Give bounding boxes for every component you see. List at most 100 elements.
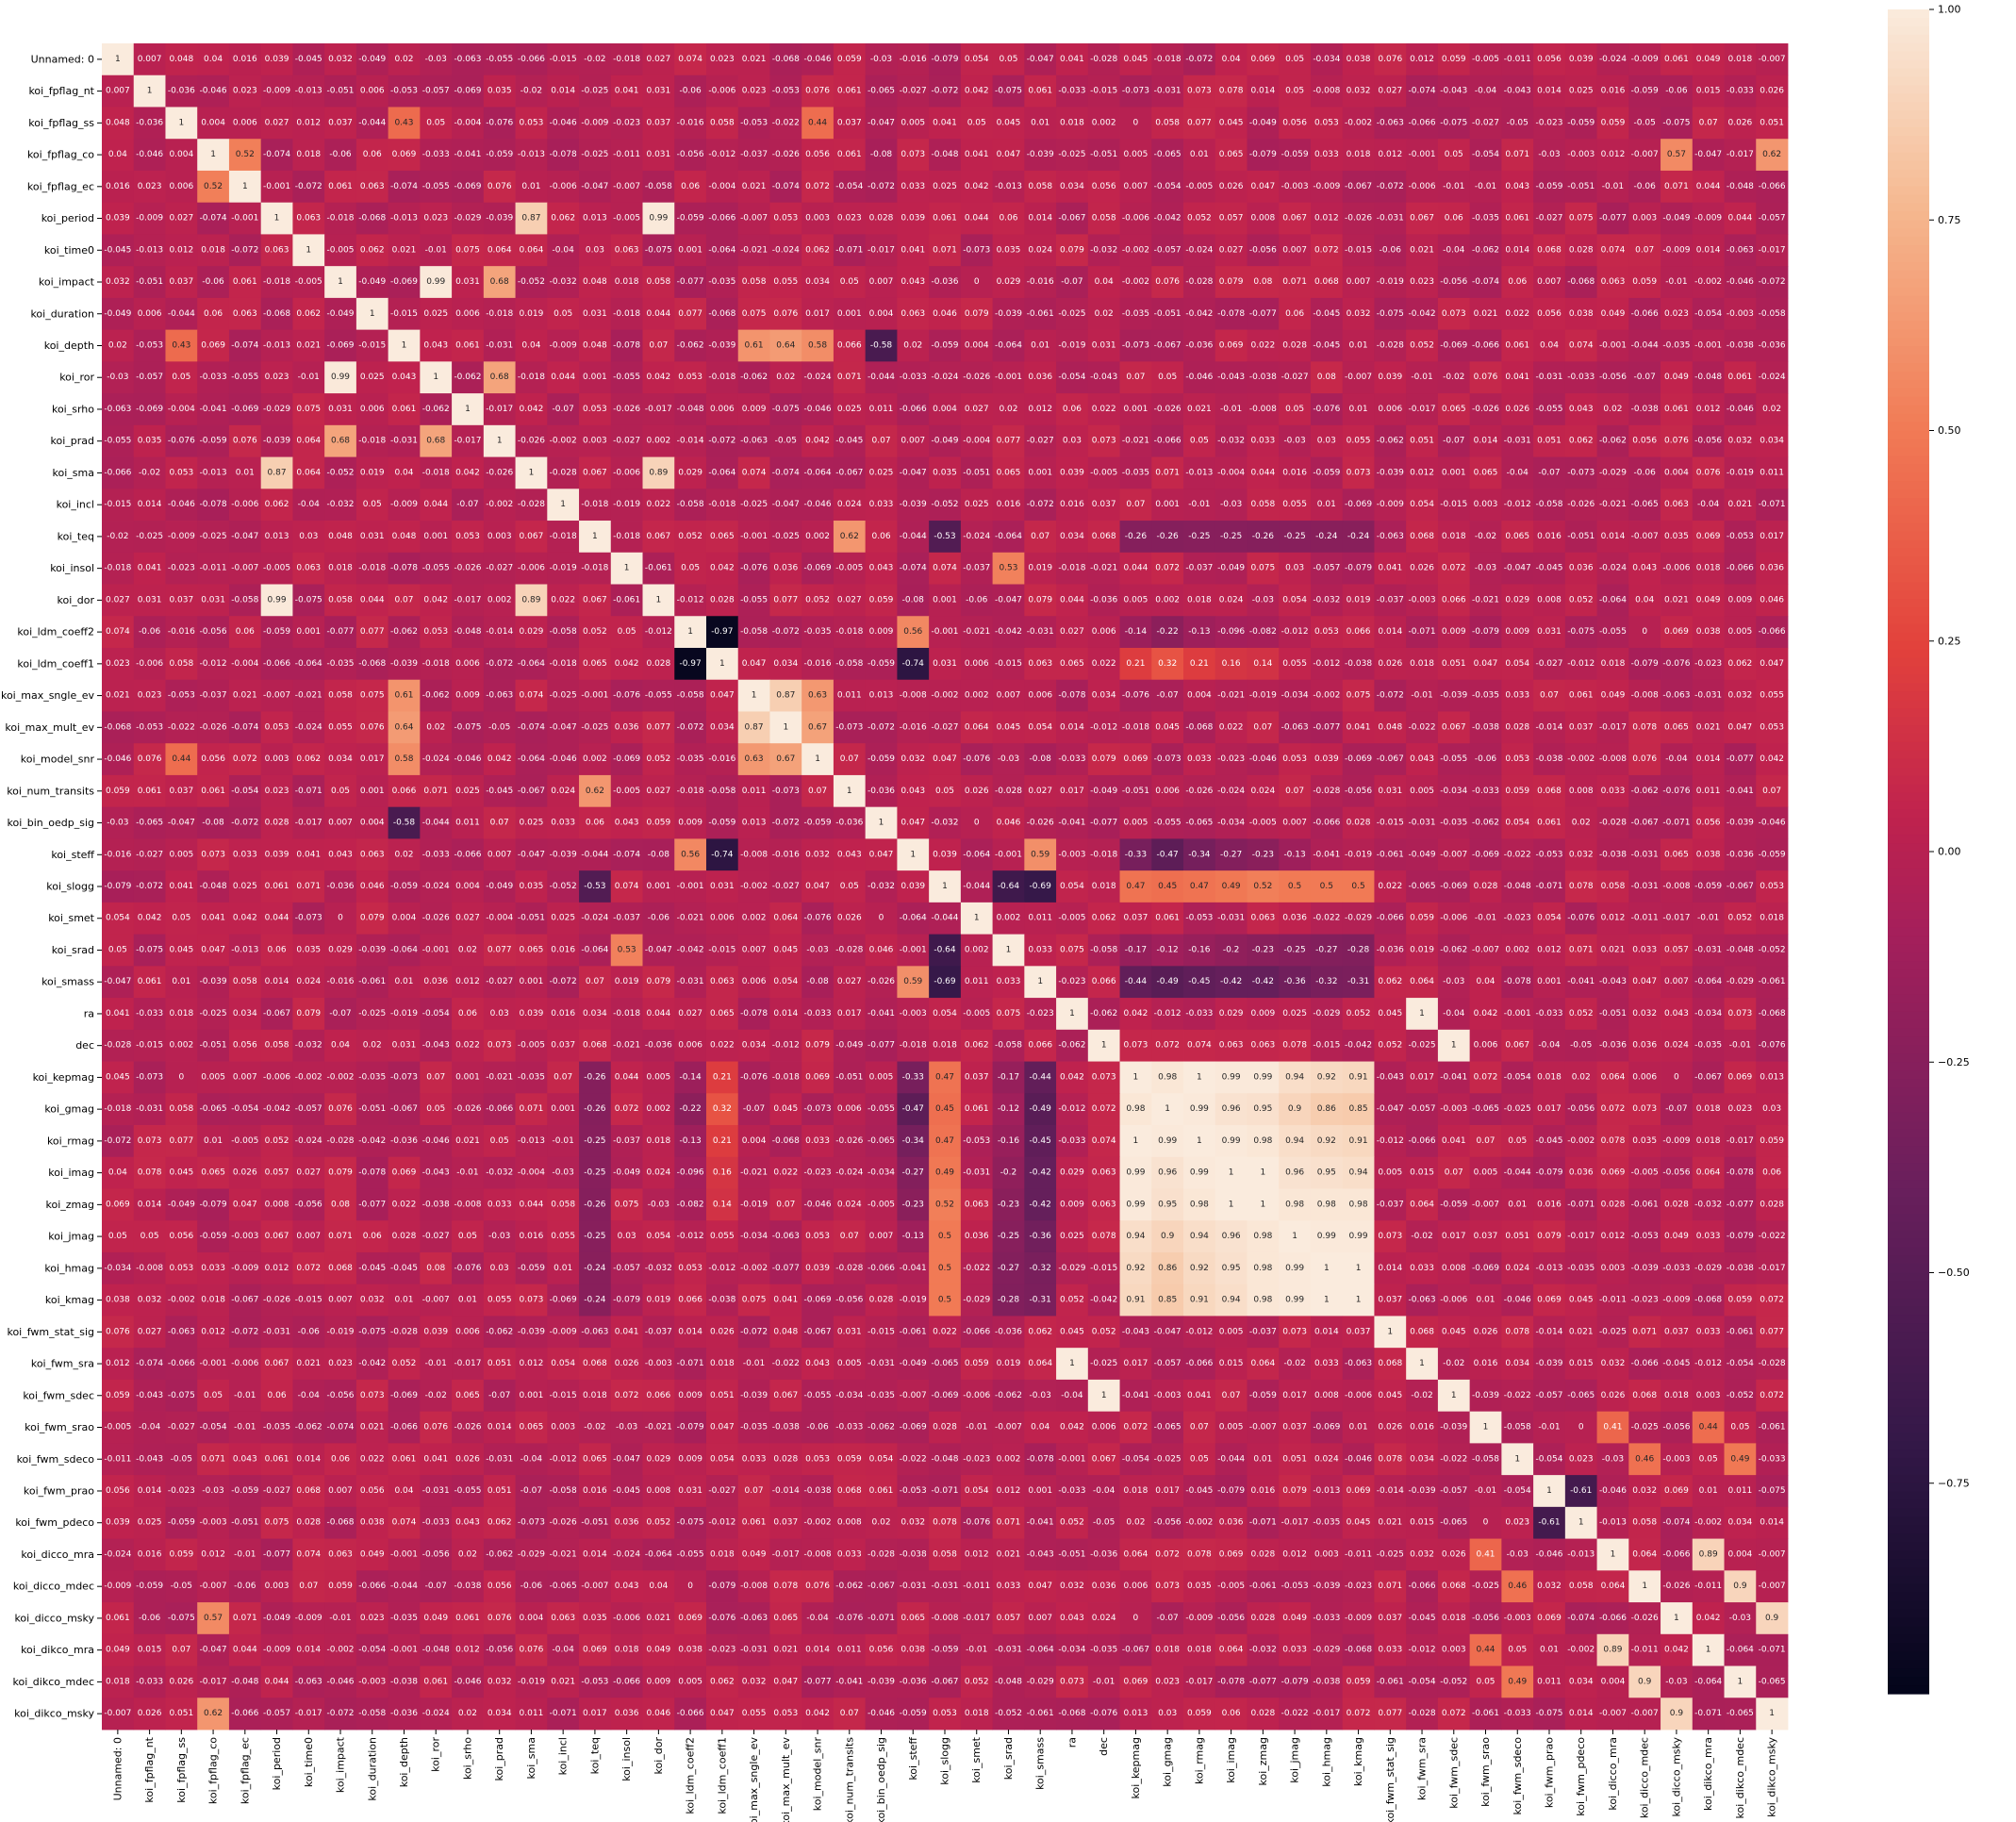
cell-value-label: -0.072 [231,245,258,255]
cell-value-label: -0.066 [1472,340,1499,350]
cell-value-label: 0.92 [1317,1136,1336,1146]
cell-value-label: 0.062 [551,214,575,224]
cell-value-label: 0.92 [1190,1264,1209,1273]
cell-value-label: 0.62 [1762,150,1781,159]
cell-value-label: 0.006 [678,1041,702,1051]
cell-value-label: 0.05 [426,1104,445,1114]
cell-value-label: 1 [687,627,693,637]
heatmap-cell [1342,170,1375,204]
cell-value-label: 1 [1006,945,1012,954]
cell-value-label: 0.012 [1378,150,1402,159]
cell-value-label: -0.074 [231,340,258,350]
cell-value-label: -0.018 [835,627,863,637]
cell-value-label: -0.037 [740,150,768,159]
cell-value-label: 0.067 [1442,722,1466,732]
cell-value-label: -0.013 [136,245,163,255]
cell-value-label: 0.001 [1124,405,1148,414]
cell-value-label: -0.001 [1409,150,1436,159]
cell-value-label: -0.012 [708,150,735,159]
cell-value-label: 1 [1260,1168,1265,1178]
cell-value-label: -0.32 [1030,1264,1051,1273]
cell-value-label: -0.042 [263,1104,290,1114]
heatmap-cell [1183,107,1216,140]
cell-value-label: -0.008 [1631,691,1659,701]
cell-value-label: -0.041 [1567,977,1595,986]
cell-value-label: 0.027 [1219,245,1244,255]
cell-value-label: 0.016 [233,55,257,64]
heatmap-cell [610,139,643,172]
cell-value-label: -0.063 [581,1327,608,1336]
cell-value-label: 0.056 [233,1041,257,1051]
cell-value-label: -0.025 [1058,150,1085,159]
cell-value-label: -0.002 [550,437,577,446]
cell-value-label: -0.04 [1507,468,1529,477]
cell-value-label: -0.007 [1345,373,1372,382]
cell-value-label: -0.071 [1567,1200,1595,1209]
heatmap-cell [833,107,867,140]
cell-value-label: -0.046 [136,150,163,159]
cell-value-label: -0.068 [1567,277,1595,287]
cell-value-label: 0.075 [742,309,767,319]
cell-value-label: -0.003 [1058,850,1085,859]
cell-value-label: -0.009 [168,532,195,541]
cell-value-label: -0.046 [104,754,131,764]
cell-value-label: 0.94 [1126,1232,1145,1241]
heatmap-cell [1628,139,1661,172]
cell-value-label: -0.082 [677,1200,704,1209]
cell-value-label: 0.048 [328,532,353,541]
cell-value-label: 0.052 [1092,1327,1116,1336]
cell-value-label: -0.026 [963,373,990,382]
cell-value-label: -0.28 [998,1296,1020,1305]
cell-value-label: 0.32 [1158,659,1177,669]
cell-value-label: -0.079 [1472,627,1499,637]
cell-value-label: 0.077 [1760,1327,1784,1336]
cell-value-label: -0.059 [200,437,227,446]
cell-value-label: -0.067 [835,468,863,477]
cell-value-label: -0.13 [1283,850,1305,859]
cell-value-label: -0.074 [772,468,800,477]
cell-value-label: 0.038 [1347,55,1371,64]
cell-value-label: -0.007 [1440,850,1467,859]
cell-value-label: -0.021 [486,1072,513,1082]
cell-value-label: -0.013 [518,1136,545,1146]
cell-value-label: 0.018 [1696,564,1721,573]
cell-value-label: 0.042 [138,914,162,923]
cell-value-label: -0.005 [963,1009,990,1019]
cell-value-label: -0.017 [1567,1232,1595,1241]
cell-value-label: -0.001 [900,945,927,954]
cell-value-label: 0.052 [1728,914,1753,923]
cell-value-label: 0.029 [1060,1168,1084,1178]
heatmap-cell [1183,43,1216,76]
cell-value-label: 0.047 [233,1200,257,1209]
cell-value-label: -0.044 [868,373,895,382]
cell-value-label: 0.053 [455,532,480,541]
cell-value-label: -0.071 [1662,819,1690,828]
cell-value-label: -0.059 [1535,182,1562,191]
cell-value-label: -0.36 [1030,1232,1052,1241]
cell-value-label: 1 [592,532,598,541]
cell-value-label: 0.075 [1250,564,1275,573]
cell-value-label: -0.01 [1443,182,1464,191]
cell-value-label: -0.021 [1599,500,1627,509]
cell-value-label: -0.055 [645,691,672,701]
cell-value-label: 0.049 [1696,55,1721,64]
heatmap-cell [102,202,135,235]
cell-value-label: 0.025 [233,882,257,891]
cell-value-label: 0.041 [1442,1136,1466,1146]
cell-value-label: -0.053 [963,1136,990,1146]
cell-value-label: -0.077 [677,277,704,287]
cell-value-label: 0.056 [1282,118,1307,127]
cell-value-label: -0.059 [1694,882,1722,891]
cell-value-label: 0.039 [1314,754,1339,764]
cell-value-label: 0.5 [1351,882,1364,891]
cell-value-label: -0.018 [486,309,513,319]
cell-value-label: 0.99 [1222,1136,1241,1146]
cell-value-label: 0.045 [773,1104,798,1114]
cell-value-label: 0.039 [933,850,957,859]
cell-value-label: 0.003 [1632,214,1657,224]
cell-value-label: -0.04 [553,245,575,255]
cell-value-label: -0.025 [581,722,608,732]
cell-value-label: 0.031 [1092,340,1116,350]
heatmap-cell [1628,170,1661,204]
cell-value-label: -0.03 [1252,595,1274,605]
